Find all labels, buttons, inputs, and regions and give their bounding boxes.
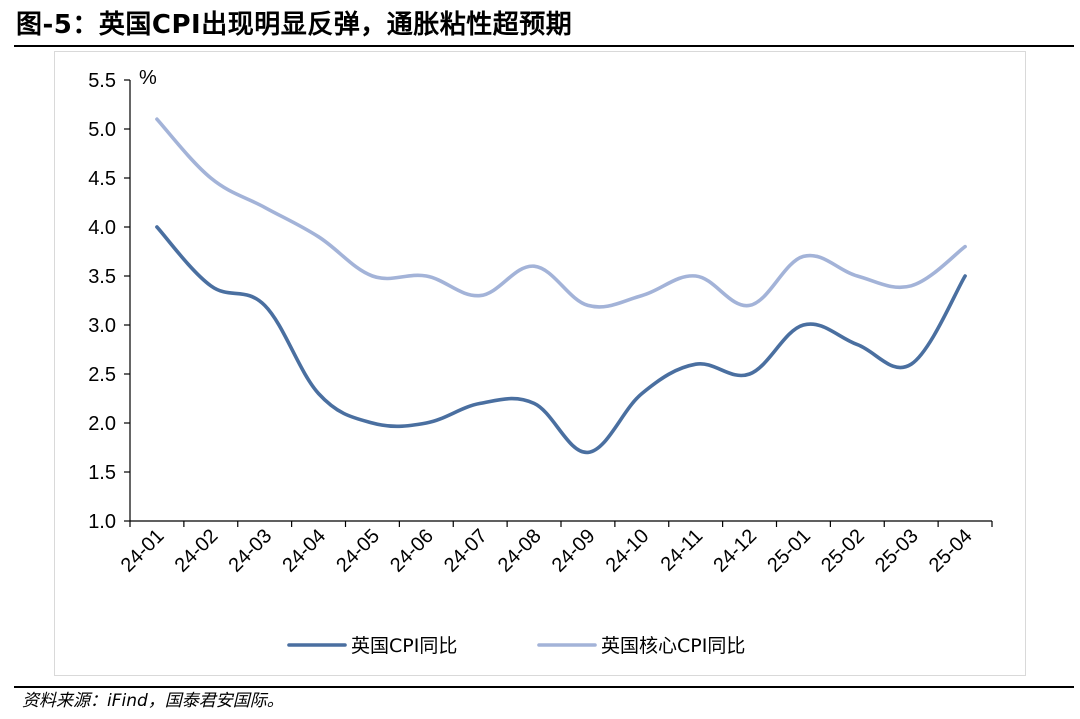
y-tick-label: 1.5 [88,462,116,484]
figure-title: 图-5：英国CPI出现明显反弹，通胀粘性超预期 [16,10,573,40]
y-tick-label: 4.0 [88,217,116,239]
legend-label-1: 英国CPI同比 [351,635,457,657]
x-tick-label: 24-06 [386,525,438,577]
x-tick-label: 24-04 [278,525,330,577]
x-tick-label: 25-04 [925,525,977,577]
x-tick-label: 24-12 [709,525,761,577]
y-tick-label: 2.5 [88,364,116,386]
x-tick-label: 24-03 [224,525,276,577]
x-tick-label: 25-01 [763,525,815,577]
x-tick-label: 24-02 [171,525,223,577]
x-tick-label: 25-02 [817,525,869,577]
y-tick-label: 4.5 [88,168,116,190]
title-divider [14,45,1074,47]
x-tick-label: 24-09 [548,525,600,577]
y-tick-label: 3.0 [88,315,116,337]
x-tick-label: 24-10 [602,525,654,577]
x-tick-label: 25-03 [871,525,923,577]
y-tick-label: 3.5 [88,266,116,288]
legend-label-2: 英国核心CPI同比 [601,635,745,657]
chart-series [155,117,967,455]
chart-axes: 1.01.52.02.53.03.54.04.55.05.5 %24-01 24-0… [88,67,993,577]
series-line-2 [155,117,967,309]
y-tick-label: 2.0 [88,413,116,435]
y-tick-label: 5.5 [88,70,116,92]
y-tick-label: 1.0 [88,511,116,533]
y-tick-label: 5.0 [88,119,116,141]
x-tick-label: 24-01 [117,525,169,577]
x-tick-label: 24-05 [332,525,384,577]
chart-legend: 英国CPI同比 英国核心CPI同比 [287,635,745,657]
chart-frame [54,51,1026,676]
x-tick-label: 24-11 [657,525,708,576]
footer-divider [14,686,1074,688]
x-tick-label: 24-08 [494,525,546,577]
y-axis-unit-label: % [139,67,157,89]
series-line-1 [155,225,967,455]
x-tick-label: 24-07 [440,525,492,577]
source-note: 资料来源：iFind，国泰君安国际。 [22,691,284,711]
